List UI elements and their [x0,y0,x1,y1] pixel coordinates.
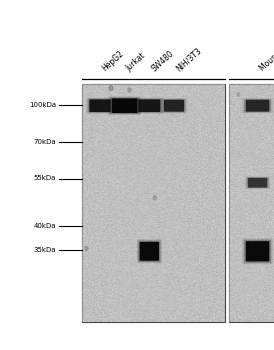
FancyBboxPatch shape [244,99,271,112]
Text: Jurkat: Jurkat [125,52,147,74]
FancyBboxPatch shape [245,177,270,189]
FancyBboxPatch shape [242,238,273,264]
FancyBboxPatch shape [140,242,159,261]
FancyBboxPatch shape [246,100,269,112]
FancyBboxPatch shape [248,178,267,188]
FancyBboxPatch shape [242,98,273,113]
Bar [82,84,225,322]
FancyBboxPatch shape [247,177,269,188]
FancyBboxPatch shape [164,100,184,112]
FancyBboxPatch shape [108,97,141,115]
FancyBboxPatch shape [110,97,139,114]
Circle shape [237,93,240,96]
Text: Mouse thymus: Mouse thymus [258,29,274,74]
FancyBboxPatch shape [137,99,162,113]
Bar [229,84,274,322]
FancyBboxPatch shape [86,98,114,113]
Circle shape [153,196,156,200]
FancyBboxPatch shape [89,99,111,112]
Text: 100kDa: 100kDa [29,102,56,108]
FancyBboxPatch shape [112,98,138,113]
Text: 70kDa: 70kDa [33,139,56,145]
FancyBboxPatch shape [138,240,160,262]
FancyBboxPatch shape [161,98,187,113]
FancyBboxPatch shape [135,98,164,113]
Text: 55kDa: 55kDa [34,175,56,182]
Text: NIH/3T3: NIH/3T3 [174,46,203,74]
Circle shape [109,86,113,91]
FancyBboxPatch shape [138,99,160,112]
FancyBboxPatch shape [162,99,185,112]
Circle shape [85,246,88,251]
Circle shape [128,88,131,92]
Text: SW480: SW480 [149,49,175,74]
Text: 40kDa: 40kDa [34,223,56,229]
Text: HepG2: HepG2 [100,49,125,74]
FancyBboxPatch shape [137,239,162,263]
FancyBboxPatch shape [88,99,112,113]
FancyBboxPatch shape [246,241,269,261]
FancyBboxPatch shape [244,240,271,263]
Text: 35kDa: 35kDa [34,247,56,253]
